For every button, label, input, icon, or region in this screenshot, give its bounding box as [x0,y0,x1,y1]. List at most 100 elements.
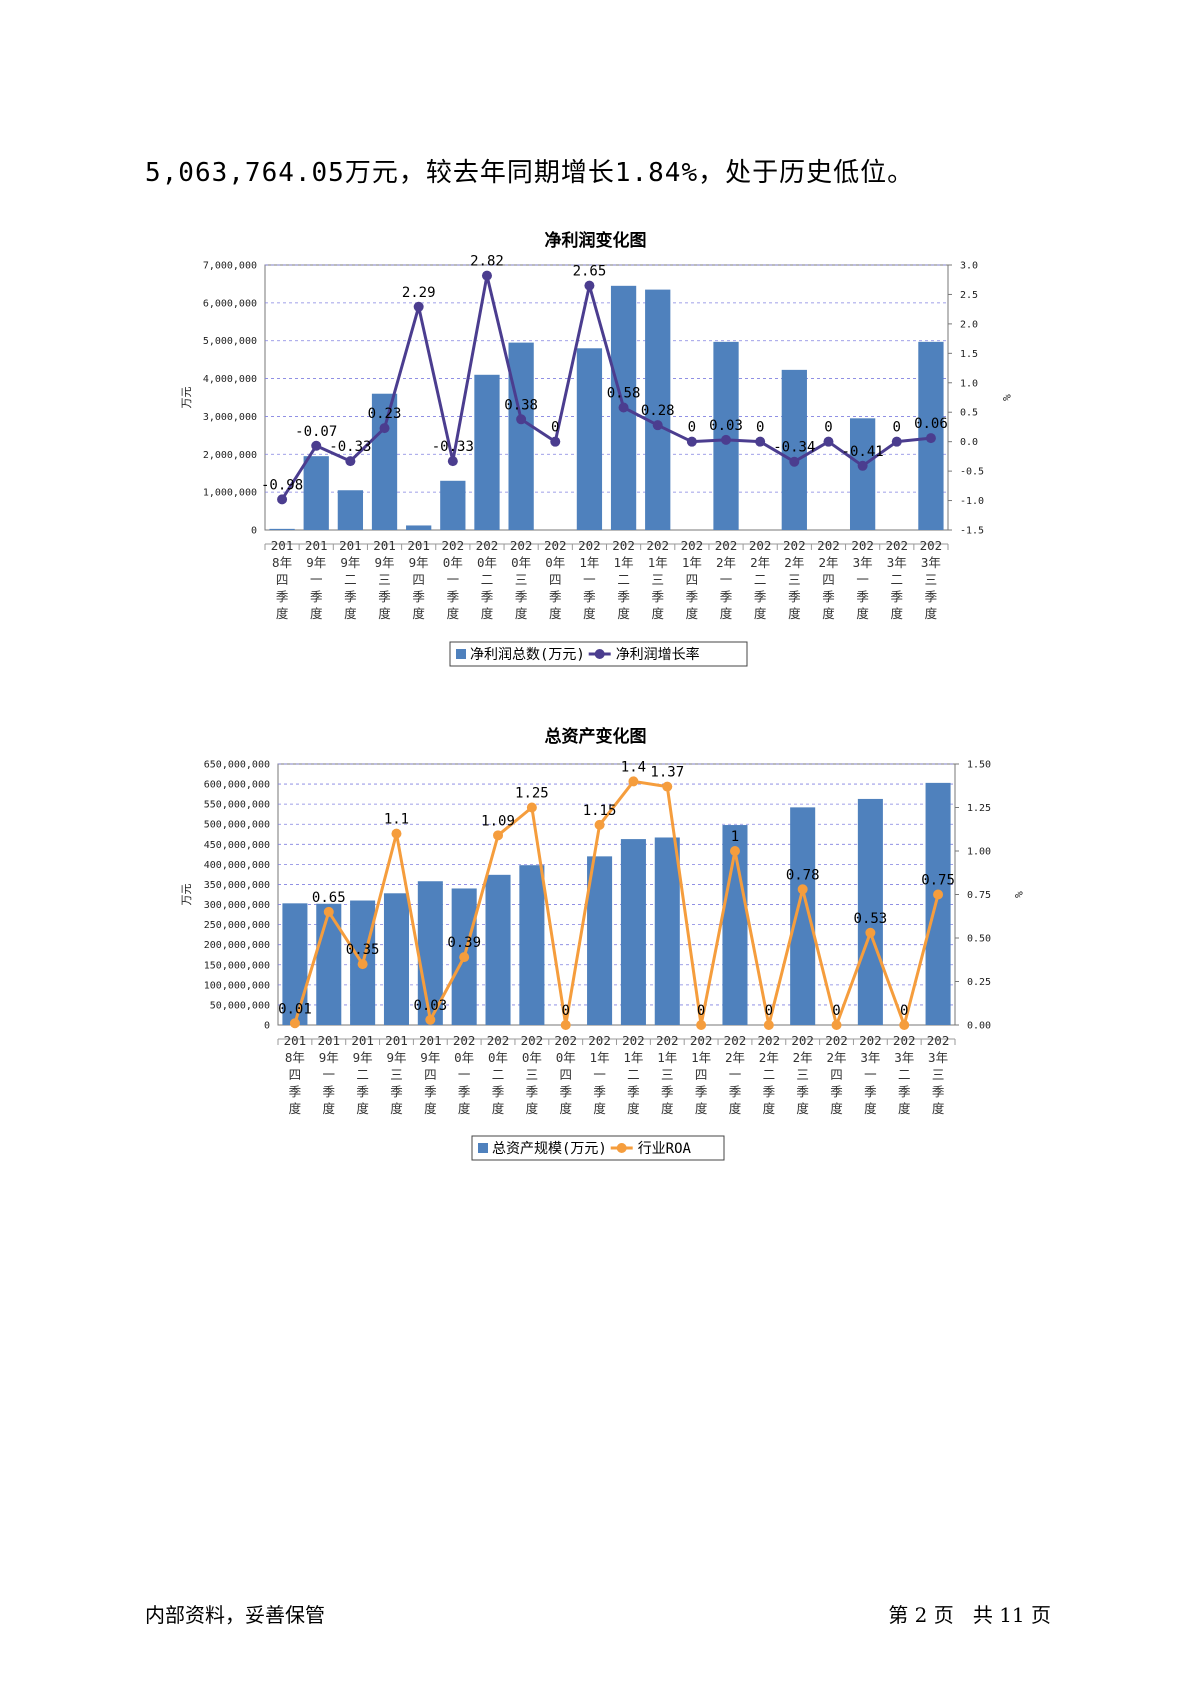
x-category-label: 一 [323,1067,336,1082]
x-category-label: 度 [447,606,460,621]
data-label: 0.53 [854,911,888,927]
y-left-tick-label: 500,000,000 [204,820,270,831]
x-category-label: 三 [378,572,391,587]
x-category-label: 202 [578,538,601,553]
y-right-tick-label: 0.25 [967,977,991,988]
x-category-label: 202 [791,1033,814,1048]
data-label: 1.15 [583,803,617,819]
y-right-axis-label: % [1000,394,1013,401]
x-category-label: 3年 [928,1050,948,1065]
x-category-label: 202 [612,538,635,553]
x-category-label: 202 [851,538,874,553]
x-category-label: 202 [510,538,533,553]
bar [337,490,364,530]
y-right-tick-label: 2.0 [960,319,978,330]
plot-area [264,264,949,531]
x-category-label: 3年 [853,555,873,570]
x-category-label: 度 [583,606,596,621]
bar [406,525,432,530]
line-point [729,846,740,856]
x-category-label: 季 [378,589,391,604]
bar [645,289,671,530]
x-category-label: 度 [686,606,699,621]
x-category-label: 季 [898,1084,911,1099]
bar [440,480,466,530]
y-right-axis-label: % [1012,891,1025,898]
x-category-label: 二 [481,572,494,587]
y-left-axis-label: 万元 [180,884,193,906]
x-category-label: 四 [559,1067,572,1082]
x-category-label: 季 [583,589,596,604]
x-category-label: 度 [932,1101,945,1116]
x-category-label: 202 [453,1033,476,1048]
x-category-label: 二 [344,572,357,587]
line-point [925,433,936,444]
x-category-label: 二 [763,1067,776,1082]
x-category-label: 四 [686,572,699,587]
x-category-label: 二 [492,1067,505,1082]
x-category-label: 202 [622,1033,645,1048]
x-category-label: 0年 [545,555,565,570]
data-label: 2.82 [470,254,504,270]
y-left-tick-label: 6,000,000 [203,298,257,309]
data-label: 0 [893,420,901,436]
y-left-tick-label: 5,000,000 [203,336,257,347]
x-category-label: 0年 [522,1050,542,1065]
data-label: 1 [731,829,739,845]
x-category-label: 2年 [784,555,804,570]
y-left-tick-label: 300,000,000 [204,900,270,911]
x-category-label: 3年 [921,555,941,570]
bar [925,782,951,1025]
page-prefix: 第 [888,1603,909,1627]
x-category-label: 二 [617,572,630,587]
x-category-label: 0年 [488,1050,508,1065]
x-category-label: 一 [856,572,869,587]
total-assets-chart: 0 50,000,000 100,000,000 150,000,000 200,000… [180,759,1025,1161]
bar [508,342,534,530]
x-category-label: 202 [885,538,908,553]
data-label: 2.65 [573,264,607,280]
bar [587,856,613,1025]
x-category-label: 二 [627,1067,640,1082]
x-category-label: 一 [593,1067,606,1082]
line-point [459,952,470,963]
line-point [584,280,595,291]
legend-bar-label: 净利润总数(万元) [470,647,585,663]
x-category-label: 8年 [272,555,292,570]
data-label: 0 [832,1003,840,1019]
line-point [323,906,334,917]
line-point [550,436,561,447]
line-point [493,830,504,841]
line-point [516,414,527,425]
y-right-tick-label: 0.75 [967,890,991,901]
line-point [289,1018,300,1029]
x-category-label: 度 [515,606,528,621]
data-label: 0 [756,420,764,436]
x-category-label: 度 [763,1101,776,1116]
bar [781,369,807,530]
x-category-label: 202 [521,1033,544,1048]
data-label: 2.29 [402,285,436,301]
x-category-label: 季 [276,589,289,604]
x-category-label: 9年 [319,1050,339,1065]
x-category-label: 季 [356,1084,369,1099]
data-label: 0.01 [278,1001,312,1017]
legend-box [471,1135,725,1161]
data-label: 0.65 [312,890,346,906]
x-category-label: 9年 [386,1050,406,1065]
bar [417,881,443,1025]
data-label: 0.28 [641,403,675,419]
x-category-label: 度 [617,606,630,621]
bar [620,839,646,1025]
y-left-tick-label: 200,000,000 [204,940,270,951]
x-category-label: 季 [458,1084,471,1099]
x-category-label: 度 [898,1101,911,1116]
bar [303,456,329,530]
x-category-label: 度 [424,1101,437,1116]
x-category-label: 季 [661,1084,674,1099]
data-label: 0 [562,1003,570,1019]
line-point [662,781,673,792]
bar [371,393,398,530]
y-left-tick-label: 350,000,000 [204,880,270,891]
legend-line-marker [616,1143,627,1153]
